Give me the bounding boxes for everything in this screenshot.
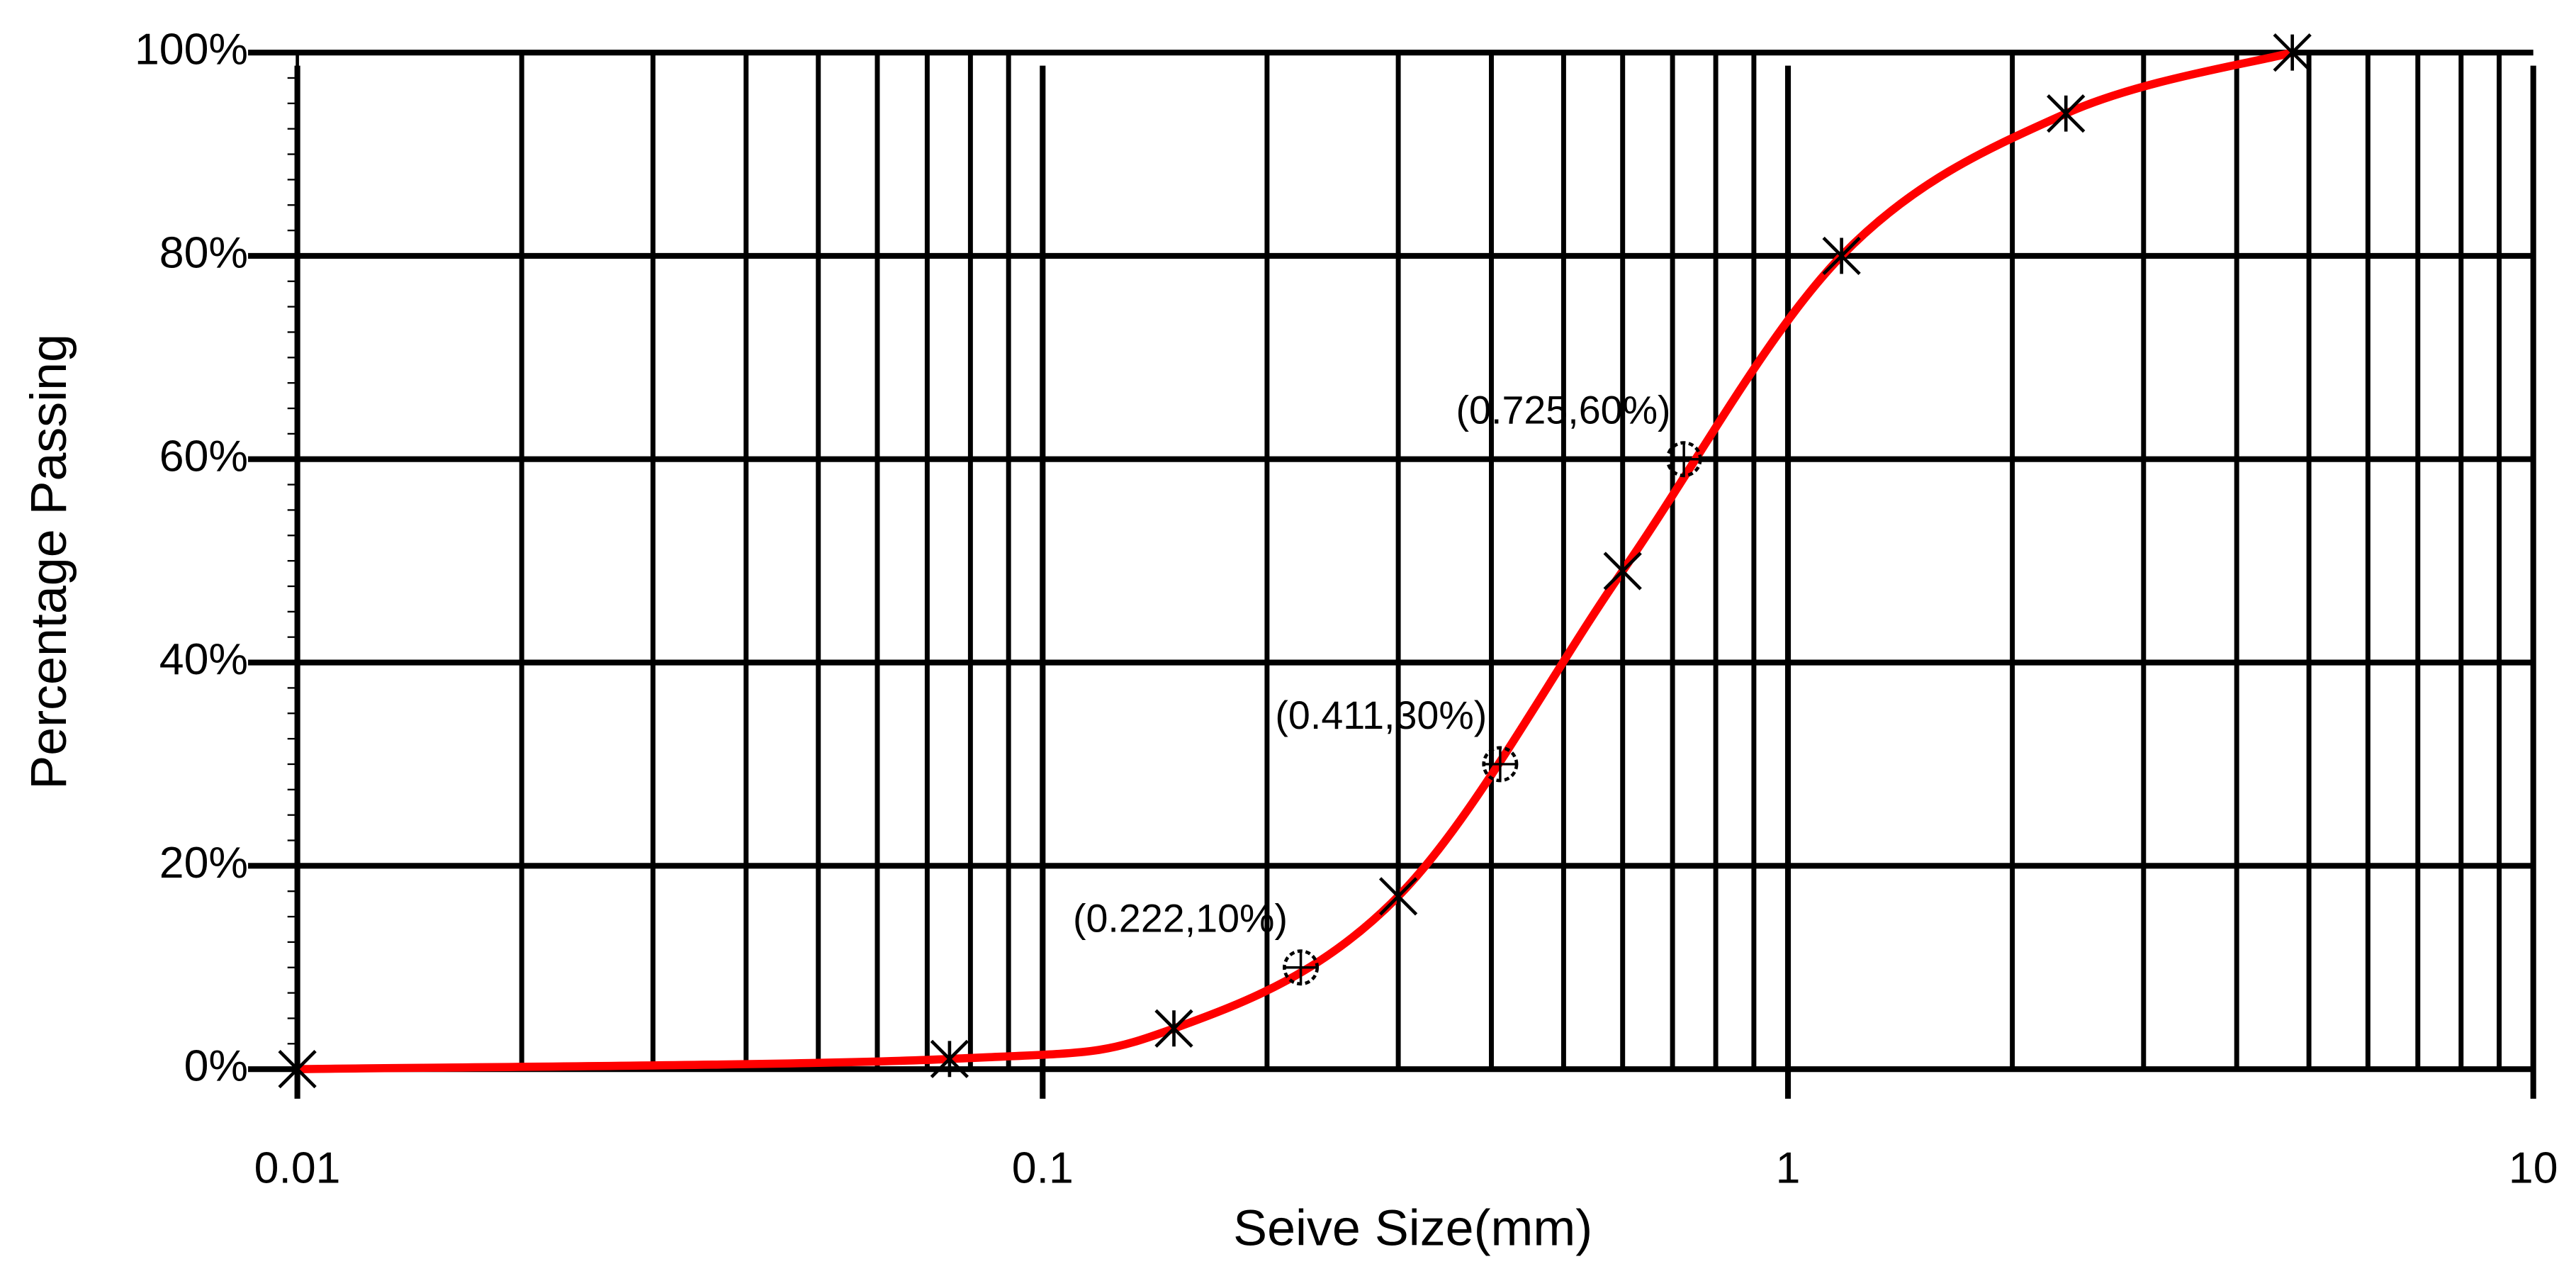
marker [1283,949,1320,986]
x-axis-label: Seive Size(mm) [1233,1199,1592,1256]
marker-stroke [1154,1009,1193,1048]
marker-cross [1483,747,1517,781]
point-label: (0.411,30%) [1275,693,1487,737]
marker [1822,236,1861,276]
x-tick-label: 0.01 [254,1143,341,1192]
point-label: (0.725,60%) [1456,388,1671,432]
y-axis-label: Percentage Passing [21,334,77,790]
y-tick-label: 80% [159,228,248,277]
marker [1665,441,1702,478]
x-tick-label: 10 [2509,1143,2558,1192]
y-tick-label: 40% [159,634,248,684]
marker-stroke [2273,33,2312,72]
marker-stroke [1822,236,1861,276]
marker-cross [1284,951,1317,984]
marker [1603,552,1642,591]
y-tick-label: 20% [159,838,248,888]
marker-cross [1667,442,1701,476]
marker [278,1050,317,1089]
marker [1482,746,1519,783]
marker [930,1039,969,1078]
marker [1378,877,1418,916]
marker-stroke [1378,877,1418,916]
x-tick-label: 1 [1776,1143,1801,1192]
marker-stroke [278,1050,317,1089]
point-label: (0.222,10%) [1073,897,1288,941]
y-tick-label: 100% [135,25,248,74]
marker [2273,33,2312,72]
marker-stroke [1603,552,1642,591]
y-tick-label: 60% [159,431,248,481]
marker [1154,1009,1193,1048]
y-tick-label: 0% [184,1041,248,1091]
x-tick-label: 0.1 [1012,1143,1074,1192]
marker-stroke [2047,94,2086,133]
marker-stroke [930,1039,969,1078]
marker [2047,94,2086,133]
curve [297,48,2294,1073]
